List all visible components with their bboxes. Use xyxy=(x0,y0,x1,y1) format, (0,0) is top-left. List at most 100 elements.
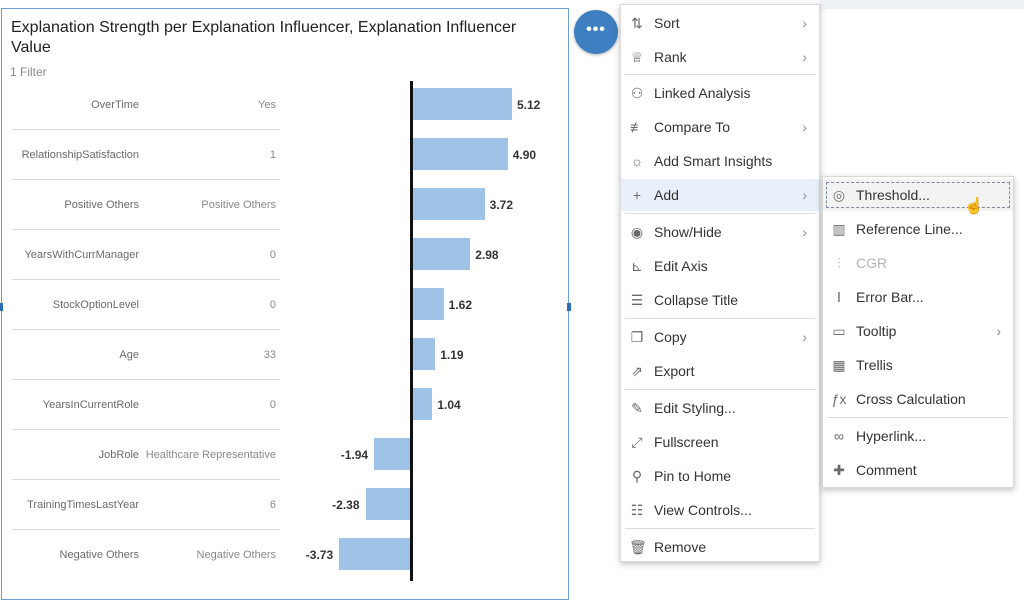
submenu-item-cgr: ⫶ CGR xyxy=(823,247,1013,279)
menu-item-rank[interactable]: ♕ Rank › xyxy=(621,41,819,73)
menu-item-edit-axis[interactable]: ⊾ Edit Axis xyxy=(621,250,819,282)
row-separator xyxy=(12,379,280,380)
menu-separator xyxy=(625,213,815,214)
menu-item-collapse-title[interactable]: ☰ Collapse Title xyxy=(621,284,819,316)
submenu-item-reference-line[interactable]: ▥ Reference Line... xyxy=(823,213,1013,245)
menu-item-label: Pin to Home xyxy=(654,468,732,484)
bar[interactable] xyxy=(339,538,412,570)
submenu-item-threshold[interactable]: ◎ Threshold... xyxy=(823,179,1013,211)
submenu-item-trellis[interactable]: ▦ Trellis xyxy=(823,349,1013,381)
menu-item-show-hide[interactable]: ◉ Show/Hide › xyxy=(621,216,819,248)
bar-value-label: -2.38 xyxy=(332,498,360,512)
submenu-item-comment[interactable]: ✚ Comment xyxy=(823,454,1013,486)
menu-item-label: Sort xyxy=(654,15,680,31)
menu-item-sort[interactable]: ⇅ Sort › xyxy=(621,7,819,39)
bar-value-label: -3.73 xyxy=(305,548,334,562)
menu-item-label: Tooltip xyxy=(856,323,897,339)
category-label: YearsWithCurrManager xyxy=(24,249,139,261)
row-separator xyxy=(12,479,280,480)
submenu-item-cross-calculation[interactable]: ƒx Cross Calculation xyxy=(823,383,1013,415)
menu-item-label: Add Smart Insights xyxy=(654,153,773,169)
bar-value-label: 1.04 xyxy=(437,398,461,412)
tooltip-icon: ▭ xyxy=(832,323,846,339)
bar[interactable] xyxy=(412,288,444,320)
cgr-icon: ⫶ xyxy=(837,255,841,271)
menu-separator xyxy=(827,417,1009,418)
category-label: JobRole xyxy=(98,449,139,461)
menu-item-compare-to[interactable]: ≢ Compare To › xyxy=(621,111,819,143)
menu-item-fullscreen[interactable]: ⤢ Fullscreen xyxy=(621,426,819,458)
bar[interactable] xyxy=(412,88,512,120)
category-value-label: Yes xyxy=(258,99,276,111)
menu-item-label: Error Bar... xyxy=(856,289,924,305)
top-strip xyxy=(820,0,1024,9)
lightbulb-icon: ☼ xyxy=(630,153,644,169)
menu-item-label: Rank xyxy=(654,49,687,65)
menu-item-label: Remove xyxy=(654,539,707,555)
menu-item-label: Comment xyxy=(856,462,917,478)
menu-item-export[interactable]: ⇗ Export xyxy=(621,355,819,387)
menu-item-remove[interactable]: 🗑 Remove xyxy=(621,531,819,563)
category-value-label: Healthcare Representative xyxy=(145,449,276,461)
bar[interactable] xyxy=(412,338,436,370)
menu-item-label: Export xyxy=(654,363,695,379)
zero-axis-line xyxy=(410,81,413,581)
threshold-target-icon: ◎ xyxy=(832,187,846,203)
function-icon: ƒx xyxy=(831,391,847,407)
chevron-right-icon: › xyxy=(996,323,1001,339)
trash-icon: 🗑 xyxy=(629,539,647,555)
filter-label[interactable]: 1 Filter xyxy=(10,65,47,79)
menu-item-add[interactable]: + Add › xyxy=(621,179,819,211)
category-value-label: 0 xyxy=(269,249,276,261)
submenu-item-error-bar[interactable]: Ⅰ Error Bar... xyxy=(823,281,1013,313)
row-separator xyxy=(12,179,280,180)
copy-icon: ❐ xyxy=(630,329,644,345)
menu-item-label: CGR xyxy=(856,255,888,271)
bar[interactable] xyxy=(412,188,485,220)
chevron-right-icon: › xyxy=(802,119,807,135)
pin-icon: ⚲ xyxy=(631,468,643,484)
bar[interactable] xyxy=(365,488,412,520)
category-value-label: 33 xyxy=(263,349,276,361)
bar-value-label: 2.98 xyxy=(475,248,499,262)
menu-item-add-smart-insights[interactable]: ☼ Add Smart Insights xyxy=(621,145,819,177)
category-label: RelationshipSatisfaction xyxy=(21,149,139,161)
submenu-item-hyperlink[interactable]: ∞ Hyperlink... xyxy=(823,420,1013,452)
category-label: StockOptionLevel xyxy=(52,299,139,311)
paint-brush-icon: ✎ xyxy=(631,400,643,416)
menu-item-label: Copy xyxy=(654,329,687,345)
row-separator xyxy=(12,529,280,530)
bar[interactable] xyxy=(412,238,471,270)
resize-handle-right[interactable] xyxy=(567,303,571,311)
compare-icon: ≢ xyxy=(630,119,644,135)
category-label: Age xyxy=(119,349,139,361)
menu-item-edit-styling[interactable]: ✎ Edit Styling... xyxy=(621,392,819,424)
bar-value-label: 4.90 xyxy=(512,148,537,162)
menu-item-view-controls[interactable]: ☷ View Controls... xyxy=(621,494,819,526)
row-separator xyxy=(12,129,280,130)
bar[interactable] xyxy=(412,388,433,420)
link-icon: ∞ xyxy=(834,428,844,444)
category-value-label: 0 xyxy=(269,399,276,411)
category-label: TrainingTimesLastYear xyxy=(27,499,139,511)
menu-item-label: Edit Axis xyxy=(654,258,708,274)
context-menu: ⇅ Sort › ♕ Rank › ⚇ Linked Analysis ≢ Compare To ›… xyxy=(620,4,820,562)
menu-item-label: Compare To xyxy=(654,119,731,135)
menu-item-copy[interactable]: ❐ Copy › xyxy=(621,321,819,353)
chart-title: Explanation Strength per Explanation Inf… xyxy=(11,19,517,56)
more-options-button[interactable]: ••• xyxy=(574,10,618,54)
menu-item-label: Collapse Title xyxy=(654,292,739,308)
menu-item-pin-to-home[interactable]: ⚲ Pin to Home xyxy=(621,460,819,492)
bar[interactable] xyxy=(412,138,508,170)
linked-nodes-icon: ⚇ xyxy=(630,85,644,101)
category-label: OverTime xyxy=(91,99,139,111)
category-label: Positive Others xyxy=(64,199,139,211)
menu-item-label: Reference Line... xyxy=(856,221,963,237)
menu-item-linked-analysis[interactable]: ⚇ Linked Analysis xyxy=(621,77,819,109)
submenu-item-tooltip[interactable]: ▭ Tooltip › xyxy=(823,315,1013,347)
bar[interactable] xyxy=(374,438,412,470)
menu-item-label: Threshold... xyxy=(856,187,930,203)
resize-handle-left[interactable] xyxy=(0,303,3,311)
row-separator xyxy=(12,429,280,430)
category-value-label: 0 xyxy=(269,299,276,311)
